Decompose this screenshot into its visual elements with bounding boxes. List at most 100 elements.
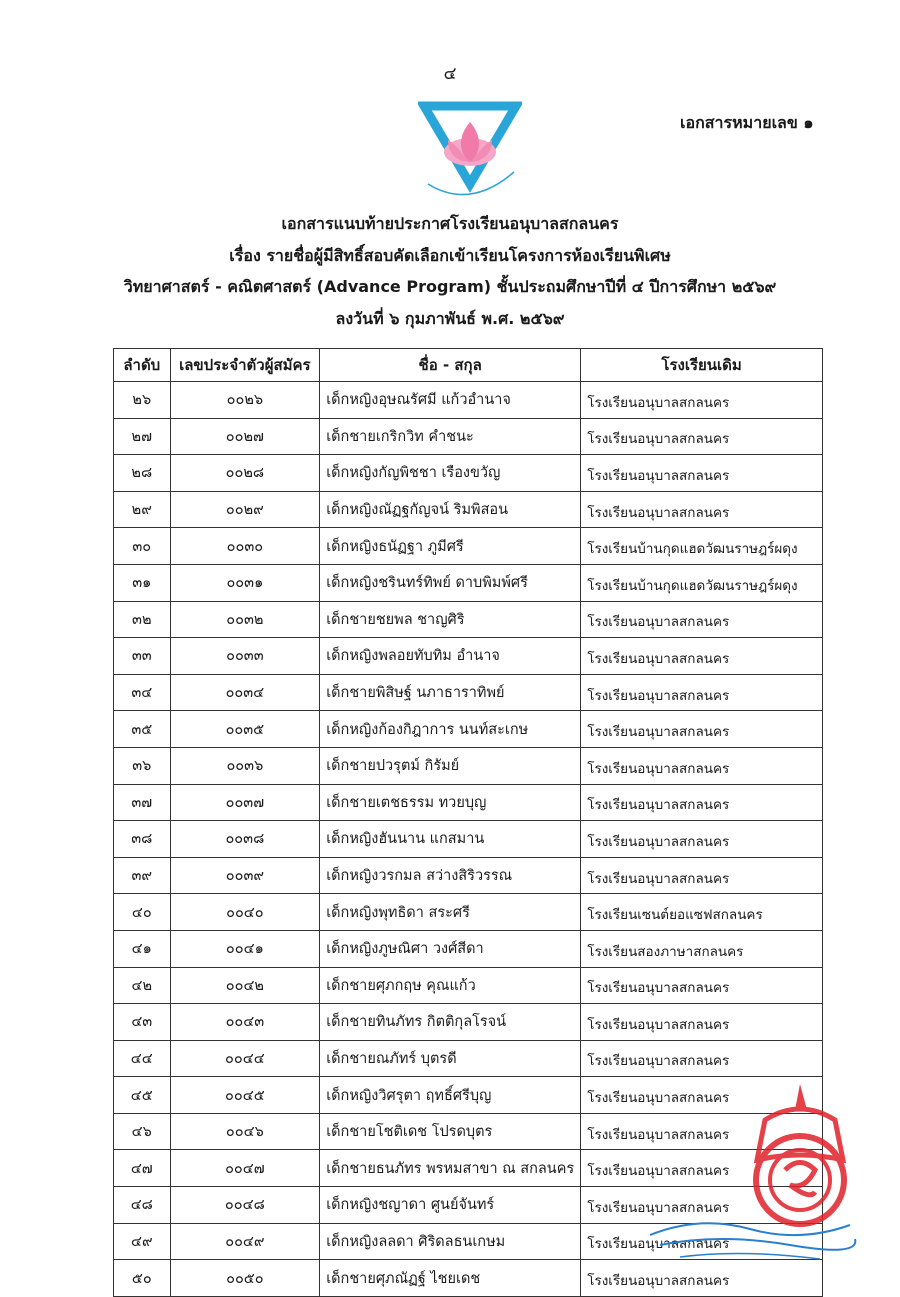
- cell-order: ๔๕: [113, 1076, 171, 1114]
- cell-previous-school: โรงเรียนอนุบาลสกลนคร: [580, 1259, 823, 1297]
- table-row: ๔๓ ๐๐๔๓ เด็กชายทินภัทร กิตติกุลโรจน์ โรงเรี…: [113, 1003, 823, 1041]
- cell-applicant-id: ๐๐๒๘: [169, 454, 321, 492]
- cell-applicant-id: ๐๐๓๗: [169, 783, 321, 822]
- cell-previous-school: โรงเรียนอนุบาลสกลนคร: [580, 856, 823, 895]
- table-row: ๔๐ ๐๐๔๐ เด็กหญิงพุทธิดา สระศรี โรงเรียนเซนต…: [113, 893, 823, 931]
- school-seal: [753, 1084, 847, 1227]
- cell-name: เด็กหญิงพลอยทับทิม อำนาจ: [319, 637, 582, 675]
- table-row: ๔๙ ๐๐๔๙ เด็กหญิงลลดา ศิริดลธนเกษม โรงเรียนอ…: [113, 1222, 823, 1261]
- cell-previous-school: โรงเรียนอนุบาลสกลนคร: [580, 637, 823, 675]
- cell-name: เด็กชายศุภกฤษ คุณแก้ว: [319, 966, 582, 1005]
- cell-applicant-id: ๐๐๕๐: [169, 1259, 321, 1297]
- cell-order: ๓๘: [113, 820, 171, 858]
- cell-order: ๓๐: [113, 527, 171, 565]
- cell-name: เด็กชายทินภัทร กิตติกุลโรจน์: [319, 1003, 582, 1041]
- cell-applicant-id: ๐๐๓๑: [169, 563, 321, 602]
- cell-previous-school: โรงเรียนบ้านกุดแฮดวัฒนราษฎร์ผดุง: [580, 527, 823, 565]
- cell-name: เด็กหญิงณัฏฐกัญจน์ ริมพิสอน: [319, 490, 582, 529]
- cell-applicant-id: ๐๐๔๘: [169, 1186, 321, 1224]
- cell-name: เด็กหญิงลลดา ศิริดลธนเกษม: [319, 1222, 582, 1261]
- cell-order: ๔๔: [113, 1039, 171, 1078]
- title-line: เรื่อง รายชื่อผู้มีสิทธิ์สอบคัดเลือกเข้า…: [229, 245, 671, 265]
- cell-applicant-id: ๐๐๓๕: [169, 710, 321, 748]
- cell-name: เด็กหญิงกัญพิชชา เรืองขวัญ: [319, 454, 582, 492]
- school-logo: [418, 101, 522, 196]
- table-row: ๒๖ ๐๐๒๖ เด็กหญิงอุษณรัศมี แก้วอำนาจ โรงเรีย…: [113, 381, 823, 419]
- cell-order: ๓๕: [113, 710, 171, 748]
- cell-name: เด็กหญิงอุษณรัศมี แก้วอำนาจ: [319, 381, 582, 419]
- table-row: ๔๘ ๐๐๔๘ เด็กหญิงชญาดา ศูนย์จันทร์ โรงเรียนอ…: [113, 1186, 823, 1224]
- table-header-row: ลำดับ เลขประจำตัวผู้สมัคร ชื่อ - สกุล โร…: [113, 348, 823, 382]
- cell-previous-school: โรงเรียนอนุบาลสกลนคร: [580, 454, 823, 492]
- cell-order: ๓๗: [113, 783, 171, 822]
- cell-name: เด็กชายณภัทร์ บุตรดี: [319, 1039, 582, 1078]
- cell-order: ๔๐: [113, 893, 171, 931]
- table-row: ๓๖ ๐๐๓๖ เด็กชายปวรุตม์ กิรัมย์ โรงเรียนอนุบ…: [113, 746, 823, 785]
- document-title: เอกสารแนบท้ายประกาศโรงเรียนอนุบาลสกลนคร …: [0, 208, 900, 334]
- table-row: ๓๕ ๐๐๓๕ เด็กหญิงก้องกิฎาการ นนท์สะเกษ โรงเร…: [113, 710, 823, 748]
- cell-applicant-id: ๐๐๒๗: [169, 417, 321, 456]
- cell-name: เด็กหญิงวิศรุตา ฤทธิ์ศรีบุญ: [319, 1076, 582, 1114]
- cell-applicant-id: ๐๐๔๔: [169, 1039, 321, 1078]
- table-row: ๔๖ ๐๐๔๖ เด็กชายโชติเดช โปรดบุตร โรงเรียนอนุ…: [113, 1112, 823, 1151]
- cell-order: ๓๒: [113, 600, 171, 639]
- cell-previous-school: โรงเรียนอนุบาลสกลนคร: [580, 1003, 823, 1041]
- cell-order: ๒๖: [113, 381, 171, 419]
- cell-order: ๔๗: [113, 1149, 171, 1188]
- table-row: ๓๓ ๐๐๓๓ เด็กหญิงพลอยทับทิม อำนาจ โรงเรียนอน…: [113, 637, 823, 675]
- cell-name: เด็กหญิงชญาดา ศูนย์จันทร์: [319, 1186, 582, 1224]
- title-line: วิทยาศาสตร์ - คณิตศาสตร์ (Advance Progra…: [123, 277, 777, 296]
- header-previous-school: โรงเรียนเดิม: [580, 348, 823, 382]
- cell-applicant-id: ๐๐๔๙: [169, 1222, 321, 1261]
- cell-previous-school: โรงเรียนอนุบาลสกลนคร: [580, 1222, 823, 1261]
- cell-applicant-id: ๐๐๔๑: [169, 929, 321, 968]
- cell-previous-school: โรงเรียนอนุบาลสกลนคร: [580, 417, 823, 456]
- cell-order: ๔๘: [113, 1186, 171, 1224]
- cell-previous-school: โรงเรียนอนุบาลสกลนคร: [580, 1039, 823, 1078]
- table-row: ๓๗ ๐๐๓๗ เด็กชายเตชธรรม ทวยบุญ โรงเรียนอนุบา…: [113, 783, 823, 822]
- cell-previous-school: โรงเรียนเซนต์ยอแซฟสกลนคร: [580, 893, 823, 931]
- cell-order: ๒๙: [113, 490, 171, 529]
- table-row: ๓๒ ๐๐๓๒ เด็กชายชยพล ชาญศิริ โรงเรียนอนุบาลส…: [113, 600, 823, 639]
- cell-name: เด็กหญิงพุทธิดา สระศรี: [319, 893, 582, 931]
- cell-name: เด็กชายเตชธรรม ทวยบุญ: [319, 783, 582, 822]
- cell-order: ๕๐: [113, 1259, 171, 1297]
- signature: [649, 1222, 857, 1260]
- cell-applicant-id: ๐๐๔๓: [169, 1003, 321, 1041]
- cell-applicant-id: ๐๐๓๘: [169, 820, 321, 858]
- cell-name: เด็กชายเกริกวิท คำชนะ: [319, 417, 582, 456]
- cell-previous-school: โรงเรียนอนุบาลสกลนคร: [580, 490, 823, 529]
- header-applicant-id: เลขประจำตัวผู้สมัคร: [169, 348, 321, 382]
- cell-order: ๔๓: [113, 1003, 171, 1041]
- table-row: ๕๐ ๐๐๕๐ เด็กชายศุภณัฏฐ์ ไชยเดช โรงเรียนอนุบ…: [113, 1259, 823, 1297]
- cell-applicant-id: ๐๐๔๒: [169, 966, 321, 1005]
- table-row: ๓๐ ๐๐๓๐ เด็กหญิงธนัฏฐา ภูมีศรี โรงเรียนบ้าน…: [113, 527, 823, 565]
- cell-order: ๔๑: [113, 929, 171, 968]
- cell-previous-school: โรงเรียนอนุบาลสกลนคร: [580, 673, 823, 712]
- table-row: ๓๑ ๐๐๓๑ เด็กหญิงชรินทร์ทิพย์ ดาบพิมพ์ศรี โร…: [113, 563, 823, 602]
- cell-order: ๒๘: [113, 454, 171, 492]
- header-name: ชื่อ - สกุล: [319, 348, 582, 382]
- table-row: ๔๑ ๐๐๔๑ เด็กหญิงภูษณิศา วงศ์สีดา โรงเรียนสอ…: [113, 929, 823, 968]
- cell-name: เด็กชายศุภณัฏฐ์ ไชยเดช: [319, 1259, 582, 1297]
- cell-order: ๔๙: [113, 1222, 171, 1261]
- candidate-table: ลำดับ เลขประจำตัวผู้สมัคร ชื่อ - สกุล โร…: [113, 348, 823, 1297]
- cell-order: ๔๖: [113, 1112, 171, 1151]
- cell-applicant-id: ๐๐๓๔: [169, 673, 321, 712]
- cell-name: เด็กหญิงก้องกิฎาการ นนท์สะเกษ: [319, 710, 582, 748]
- cell-applicant-id: ๐๐๔๕: [169, 1076, 321, 1114]
- cell-applicant-id: ๐๐๓๙: [169, 856, 321, 895]
- table-row: ๓๙ ๐๐๓๙ เด็กหญิงวรกมล สว่างสิริวรรณ โรงเรีย…: [113, 856, 823, 895]
- cell-name: เด็กหญิงวรกมล สว่างสิริวรรณ: [319, 856, 582, 895]
- title-line: เอกสารแนบท้ายประกาศโรงเรียนอนุบาลสกลนคร: [281, 214, 619, 233]
- cell-previous-school: โรงเรียนอนุบาลสกลนคร: [580, 381, 823, 419]
- table-row: ๓๘ ๐๐๓๘ เด็กหญิงฮันนาน แกสมาน โรงเรียนอนุบา…: [113, 820, 823, 858]
- table-row: ๒๙ ๐๐๒๙ เด็กหญิงณัฏฐกัญจน์ ริมพิสอน โรงเรีย…: [113, 490, 823, 529]
- cell-applicant-id: ๐๐๔๐: [169, 893, 321, 931]
- cell-previous-school: โรงเรียนอนุบาลสกลนคร: [580, 1076, 823, 1114]
- cell-previous-school: โรงเรียนอนุบาลสกลนคร: [580, 600, 823, 639]
- document-number: เอกสารหมายเลข ๑: [680, 113, 814, 132]
- table-row: ๒๗ ๐๐๒๗ เด็กชายเกริกวิท คำชนะ โรงเรียนอนุบา…: [113, 417, 823, 456]
- cell-applicant-id: ๐๐๓๐: [169, 527, 321, 565]
- cell-applicant-id: ๐๐๓๖: [169, 746, 321, 785]
